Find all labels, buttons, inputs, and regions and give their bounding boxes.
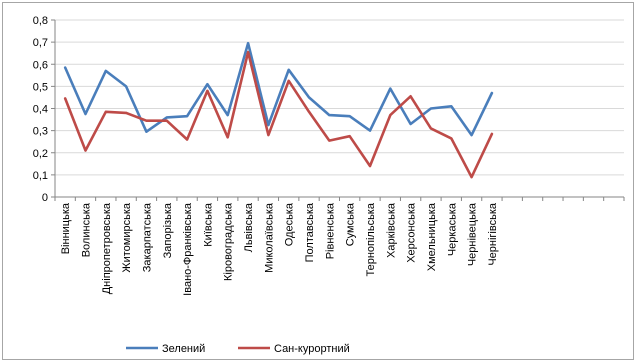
y-tick-label: 0,3 — [33, 126, 48, 138]
y-tick-label: 0,1 — [33, 170, 48, 182]
x-tick-label: Тернопільська — [365, 202, 377, 276]
x-tick-label: Закарпатська — [141, 202, 153, 272]
x-tick-label: Львівська — [243, 202, 255, 252]
y-tick-label: 0,7 — [33, 37, 48, 49]
x-tick-label: Запорізька — [162, 202, 174, 258]
x-tick-label: Київська — [202, 202, 214, 247]
x-tick-label: Полтавська — [304, 202, 316, 262]
x-tick-label: Рівненська — [324, 202, 336, 259]
x-tick-label: Кіровоградська — [223, 202, 235, 281]
x-tick-label: Чернігівська — [487, 202, 499, 266]
x-tick-label: Сумська — [345, 202, 357, 246]
x-tick-label: Миколаївська — [263, 202, 275, 273]
x-tick-label: Вінницька — [60, 202, 72, 254]
y-tick-label: 0,5 — [33, 81, 48, 93]
x-tick-label: Чернівецька — [467, 202, 479, 266]
y-tick-label: 0,2 — [33, 148, 48, 160]
y-tick-label: 0,4 — [33, 104, 48, 116]
x-tick-label: Хмельницька — [426, 202, 438, 271]
x-tick-label: Черкаська — [446, 202, 458, 256]
x-tick-label: Одеська — [284, 202, 296, 246]
x-tick-label: Волинська — [80, 202, 92, 257]
legend-label-1: Зелений — [162, 343, 205, 355]
y-tick-label: 0 — [42, 192, 48, 204]
legend-label-2: Сан-курортний — [274, 343, 350, 355]
y-tick-label: 0,8 — [33, 15, 48, 27]
chart-frame — [2, 2, 634, 360]
x-tick-label: Житомирська — [121, 202, 133, 272]
x-tick-label: Херсонська — [406, 202, 418, 263]
x-tick-label: Харківська — [385, 202, 397, 258]
series-line-1 — [63, 41, 494, 137]
x-tick-label: Івано-Франківська — [182, 202, 194, 296]
y-tick-label: 0,6 — [33, 59, 48, 71]
x-tick-label: Дніпропетровська — [101, 202, 113, 294]
series-line-2 — [63, 50, 494, 179]
